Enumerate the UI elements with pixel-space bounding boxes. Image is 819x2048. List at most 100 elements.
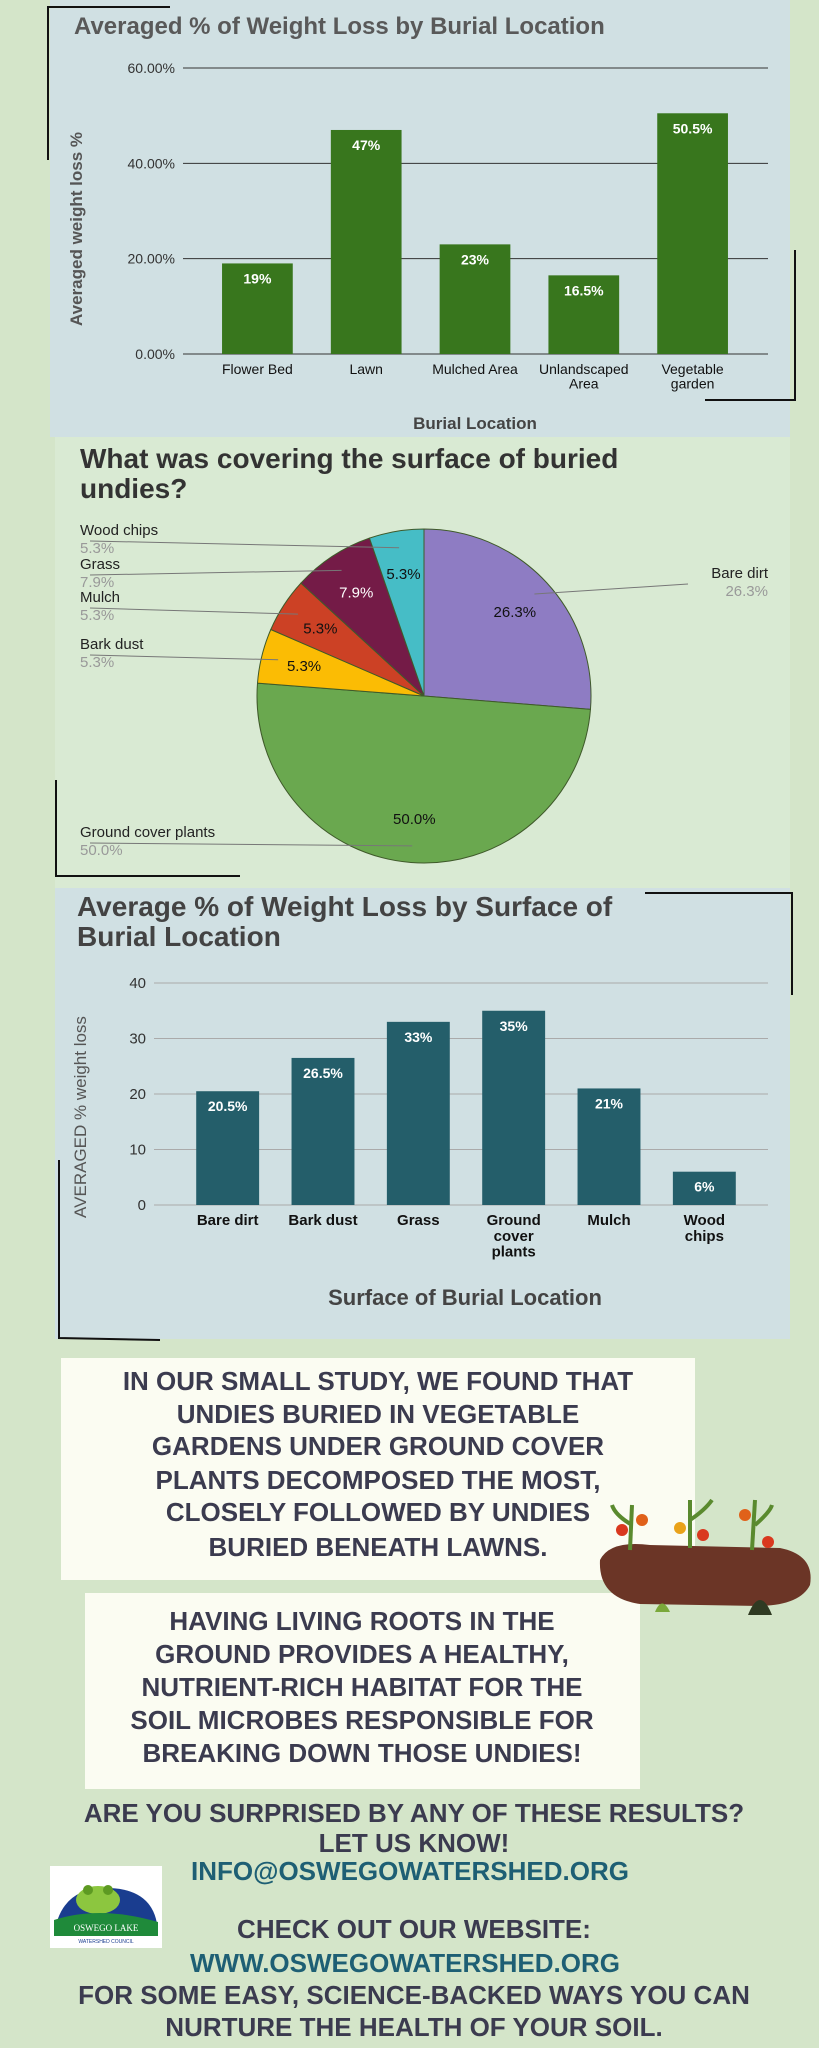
- frame-strokes: [47, 6, 796, 1341]
- x-tick-label: Grass: [397, 1212, 440, 1229]
- outside-value: 50.0%: [80, 842, 123, 859]
- outside-value: 5.3%: [80, 540, 114, 557]
- text-line: Wood: [684, 1212, 725, 1229]
- x-tick-label: Vegetable garden: [661, 361, 723, 392]
- x-tick-label: Wood chips: [684, 1212, 725, 1245]
- x-tick-label: Mulch: [587, 1212, 630, 1229]
- message-line: CLOSELY FOLLOWED BY UNDIES: [166, 1497, 590, 1527]
- value-label: 26.5%: [303, 1065, 343, 1081]
- footer-line: CHECK OUT OUR WEBSITE:: [237, 1914, 591, 1944]
- value-label: 20.5%: [208, 1098, 248, 1114]
- message-line: GROUND PROVIDES A HEALTHY,: [155, 1639, 569, 1669]
- bar: [482, 1010, 546, 1205]
- message-line: NUTRIENT-RICH HABITAT FOR THE: [142, 1672, 583, 1702]
- text-line: Average % of Weight Loss by Surface of: [77, 891, 613, 922]
- footer-line: NURTURE THE HEALTH OF YOUR SOIL.: [165, 2012, 662, 2042]
- y-tick-label: 20: [129, 1086, 146, 1103]
- chart-title: Average % of Weight Loss by Surface of Bu…: [77, 891, 613, 952]
- text-line: chips: [685, 1228, 724, 1245]
- text-line: What was covering the surface of buried: [80, 443, 618, 474]
- outside-label: Ground cover plants: [80, 824, 215, 841]
- message-line: PLANTS DECOMPOSED THE MOST,: [156, 1465, 601, 1495]
- footer-line: LET US KNOW!: [319, 1828, 510, 1858]
- x-tick-label: Ground cover plants: [487, 1212, 541, 1261]
- text-line: undies?: [80, 473, 187, 504]
- bar: [196, 1091, 260, 1205]
- outside-value: 26.3%: [725, 583, 768, 600]
- chart-title: What was covering the surface of buried u…: [80, 443, 618, 504]
- message-line: SOIL MICROBES RESPONSIBLE FOR: [130, 1705, 593, 1735]
- footer-line: ARE YOU SURPRISED BY ANY OF THESE RESULT…: [84, 1798, 744, 1828]
- text-line: garden: [671, 376, 715, 392]
- outside-label: Mulch: [80, 589, 120, 606]
- x-tick-label: Bare dirt: [197, 1212, 259, 1229]
- leader-line: [89, 607, 298, 615]
- y-axis-label: AVERAGED % weight loss: [71, 1016, 90, 1218]
- bar: [439, 244, 511, 354]
- y-tick-label: 10: [129, 1142, 146, 1159]
- slice-label: 5.3%: [386, 566, 420, 583]
- y-tick-label: 40: [129, 975, 146, 992]
- text-line: Burial Location: [77, 921, 281, 952]
- bar: [222, 263, 293, 354]
- text-line: Ground: [487, 1212, 541, 1229]
- y-tick-label: 40.00%: [128, 155, 175, 171]
- slice-label: 5.3%: [303, 621, 337, 638]
- leader-line: [534, 583, 689, 595]
- pie-slice: [256, 682, 592, 864]
- value-label: 47%: [352, 137, 381, 153]
- footer-line: INFO@OSWEGOWATERSHED.ORG: [191, 1856, 629, 1886]
- text-line: Area: [569, 376, 599, 392]
- outside-value: 7.9%: [80, 574, 114, 591]
- logo: OSWEGO LAKE WATERSHED COUNCIL: [50, 1866, 162, 1948]
- x-axis-label: Surface of Burial Location: [328, 1285, 602, 1310]
- y-tick-label: 20.00%: [128, 251, 175, 267]
- outside-value: 5.3%: [80, 607, 114, 624]
- bar: [386, 1021, 450, 1205]
- outside-label: Bark dust: [80, 636, 144, 653]
- value-label: 16.5%: [564, 282, 604, 298]
- outside-label: Wood chips: [80, 522, 158, 539]
- footer-line: FOR SOME EASY, SCIENCE-BACKED WAYS YOU C…: [78, 1980, 750, 2010]
- bar: [548, 275, 620, 354]
- bar: [672, 1171, 736, 1205]
- outside-value: 5.3%: [80, 654, 114, 671]
- value-label: 23%: [461, 251, 490, 267]
- outside-label: Bare dirt: [711, 565, 769, 582]
- y-tick-label: 30: [129, 1031, 146, 1048]
- leader-line: [89, 540, 400, 549]
- outside-label: Grass: [80, 556, 120, 573]
- logo-subtitle: WATERSHED COUNCIL: [78, 1939, 134, 1945]
- slice-label: 7.9%: [339, 585, 373, 602]
- y-tick-label: 60.00%: [128, 60, 175, 76]
- bar: [577, 1088, 641, 1205]
- x-tick-label: Unlandscaped Area: [539, 361, 629, 392]
- leader-line: [89, 569, 342, 576]
- garden-illustration: [599, 1498, 811, 1615]
- bar: [330, 129, 402, 354]
- text-card: [85, 1593, 640, 1789]
- text-card: [61, 1358, 695, 1580]
- slice-label: 26.3%: [494, 604, 537, 621]
- y-axis-label: Averaged weight loss %: [67, 132, 86, 326]
- message-line: HAVING LIVING ROOTS IN THE: [169, 1606, 554, 1636]
- text-line: plants: [492, 1244, 536, 1261]
- value-label: 33%: [404, 1029, 433, 1045]
- logo-name: OSWEGO LAKE: [74, 1923, 139, 1933]
- y-tick-label: 0: [138, 1197, 146, 1214]
- bar: [291, 1057, 355, 1205]
- slice-label: 50.0%: [393, 811, 436, 828]
- value-label: 19%: [243, 270, 272, 286]
- text-line: Vegetable: [661, 361, 723, 377]
- text-line: cover: [494, 1228, 534, 1245]
- pie-slice: [368, 528, 425, 697]
- slice-label: 5.3%: [287, 658, 321, 675]
- message-line: BURIED BENEATH LAWNS.: [209, 1532, 548, 1562]
- x-tick-label: Mulched Area: [432, 361, 518, 377]
- message-line: GARDENS UNDER GROUND COVER: [152, 1431, 604, 1461]
- value-label: 35%: [500, 1018, 529, 1034]
- leader-line: [89, 654, 279, 661]
- message-line: IN OUR SMALL STUDY, WE FOUND THAT: [123, 1366, 633, 1396]
